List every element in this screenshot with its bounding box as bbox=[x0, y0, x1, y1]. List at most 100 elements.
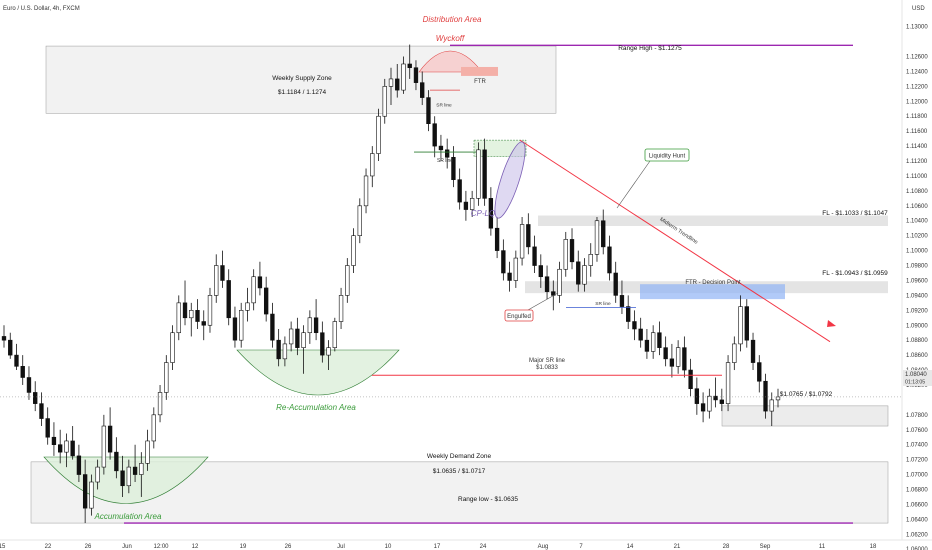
candle-body bbox=[76, 455, 82, 475]
candle-body bbox=[507, 272, 512, 281]
candle-body bbox=[750, 339, 756, 363]
time-tick-label: 18 bbox=[870, 544, 877, 550]
candle-body bbox=[626, 306, 631, 322]
candle-body bbox=[438, 145, 444, 151]
price-tick-label: 1.08800 bbox=[906, 338, 928, 344]
candle-body bbox=[288, 328, 294, 345]
time-tick-label: 14 bbox=[627, 544, 634, 550]
candle-body bbox=[363, 175, 369, 207]
candle-body bbox=[594, 220, 600, 255]
price-tick-label: 1.09200 bbox=[906, 308, 928, 314]
liquidity-hunt-box bbox=[644, 148, 690, 162]
sr-line-blue-label: SR line bbox=[595, 301, 611, 307]
time-tick-label: 12:00 bbox=[153, 544, 169, 550]
candle-body bbox=[376, 115, 381, 154]
price-axis-background bbox=[902, 0, 932, 550]
candle-body bbox=[45, 418, 50, 438]
fl-upper-zone bbox=[538, 215, 888, 226]
candle-body bbox=[51, 436, 57, 445]
time-tick-label: 26 bbox=[85, 544, 92, 550]
candle-body bbox=[688, 369, 693, 390]
candle-body bbox=[357, 205, 362, 236]
candle-body bbox=[282, 343, 288, 360]
zones-layer bbox=[30, 45, 889, 524]
candle-body bbox=[126, 466, 132, 487]
candle-body bbox=[719, 399, 724, 404]
candle-body bbox=[463, 201, 469, 210]
candle-body bbox=[107, 425, 113, 453]
price-tick-label: 1.10400 bbox=[906, 219, 928, 225]
candle-body bbox=[14, 354, 19, 367]
candle-body bbox=[519, 224, 525, 259]
candle-body bbox=[301, 332, 306, 348]
candle-body bbox=[195, 310, 200, 322]
candle-body bbox=[257, 276, 263, 289]
price-label-box bbox=[903, 370, 932, 386]
sr-line-mid-label: SR line bbox=[437, 158, 453, 164]
candle-body bbox=[482, 149, 487, 199]
price-tick-label: 1.11000 bbox=[906, 174, 928, 180]
candle-body bbox=[700, 403, 706, 412]
candle-body bbox=[226, 280, 231, 319]
current-price: 1.08040 bbox=[905, 372, 927, 378]
candle-body bbox=[332, 321, 337, 348]
candle-body bbox=[669, 358, 675, 367]
price-tick-label: 1.09600 bbox=[906, 278, 928, 284]
cp-lq-label: CP-LQ bbox=[471, 209, 495, 218]
candle-body bbox=[619, 295, 625, 307]
demand-zone-value: $1.0635 / $1.0717 bbox=[433, 468, 486, 475]
price-tick-label: 1.07400 bbox=[906, 443, 928, 449]
candle-body bbox=[426, 97, 431, 125]
ftr-decision-zone bbox=[640, 284, 785, 300]
time-tick-label: 7 bbox=[579, 544, 583, 550]
time-tick-label: 26 bbox=[285, 544, 292, 550]
major-sr-label: Major SR line bbox=[529, 358, 566, 364]
candle-body bbox=[476, 149, 481, 199]
engulfed-label: Engulfed bbox=[507, 314, 531, 320]
candle-body bbox=[8, 339, 13, 356]
time-tick-label: 21 bbox=[674, 544, 681, 550]
candles-layer bbox=[1, 44, 781, 524]
candle-body bbox=[395, 78, 400, 91]
candle-body bbox=[164, 362, 169, 393]
time-tick-label: 19 bbox=[240, 544, 247, 550]
cp-lq-ellipse bbox=[494, 141, 526, 219]
candle-body bbox=[157, 392, 163, 416]
time-tick-label: Aug bbox=[538, 544, 549, 550]
candle-body bbox=[401, 63, 406, 91]
candle-body bbox=[713, 395, 718, 401]
candle-body bbox=[432, 123, 437, 147]
candle-body bbox=[644, 339, 650, 352]
price-tick-label: 1.09400 bbox=[906, 293, 928, 299]
candle-body bbox=[650, 332, 656, 352]
time-tick-label: 10 bbox=[385, 544, 392, 550]
candle-body bbox=[382, 86, 387, 117]
engulfed-connector bbox=[527, 292, 559, 311]
fl-lower-label: FL - $1.0943 / $1.0959 bbox=[822, 270, 888, 277]
distribution-area-label: Distribution Area bbox=[423, 15, 482, 24]
price-tick-label: 1.06200 bbox=[906, 532, 928, 538]
candle-body bbox=[675, 347, 681, 367]
price-tick-label: 1.07600 bbox=[906, 428, 928, 434]
price-tick-label: 1.06000 bbox=[906, 547, 928, 550]
price-tick-label: 1.12200 bbox=[906, 84, 928, 90]
time-tick-label: 15 bbox=[0, 544, 6, 550]
currency-label: USD bbox=[912, 6, 925, 12]
symbol-title: Euro / U.S. Dollar, 4h, FXCM bbox=[3, 6, 80, 12]
candle-body bbox=[632, 321, 637, 330]
candle-body bbox=[569, 239, 575, 263]
price-tick-label: 1.13000 bbox=[906, 25, 928, 31]
current-zone-box bbox=[721, 405, 889, 427]
price-tick-label: 1.10800 bbox=[906, 189, 928, 195]
candle-body bbox=[176, 302, 181, 334]
candle-body bbox=[89, 481, 94, 509]
candle-body bbox=[1, 336, 7, 341]
candle-body bbox=[607, 246, 612, 274]
candle-body bbox=[682, 347, 687, 371]
candle-body bbox=[601, 220, 606, 248]
time-tick-label: 22 bbox=[45, 544, 52, 550]
candle-countdown: 01:13:05 bbox=[905, 380, 925, 386]
candle-body bbox=[488, 198, 494, 229]
trendline-arrowhead bbox=[827, 320, 836, 327]
